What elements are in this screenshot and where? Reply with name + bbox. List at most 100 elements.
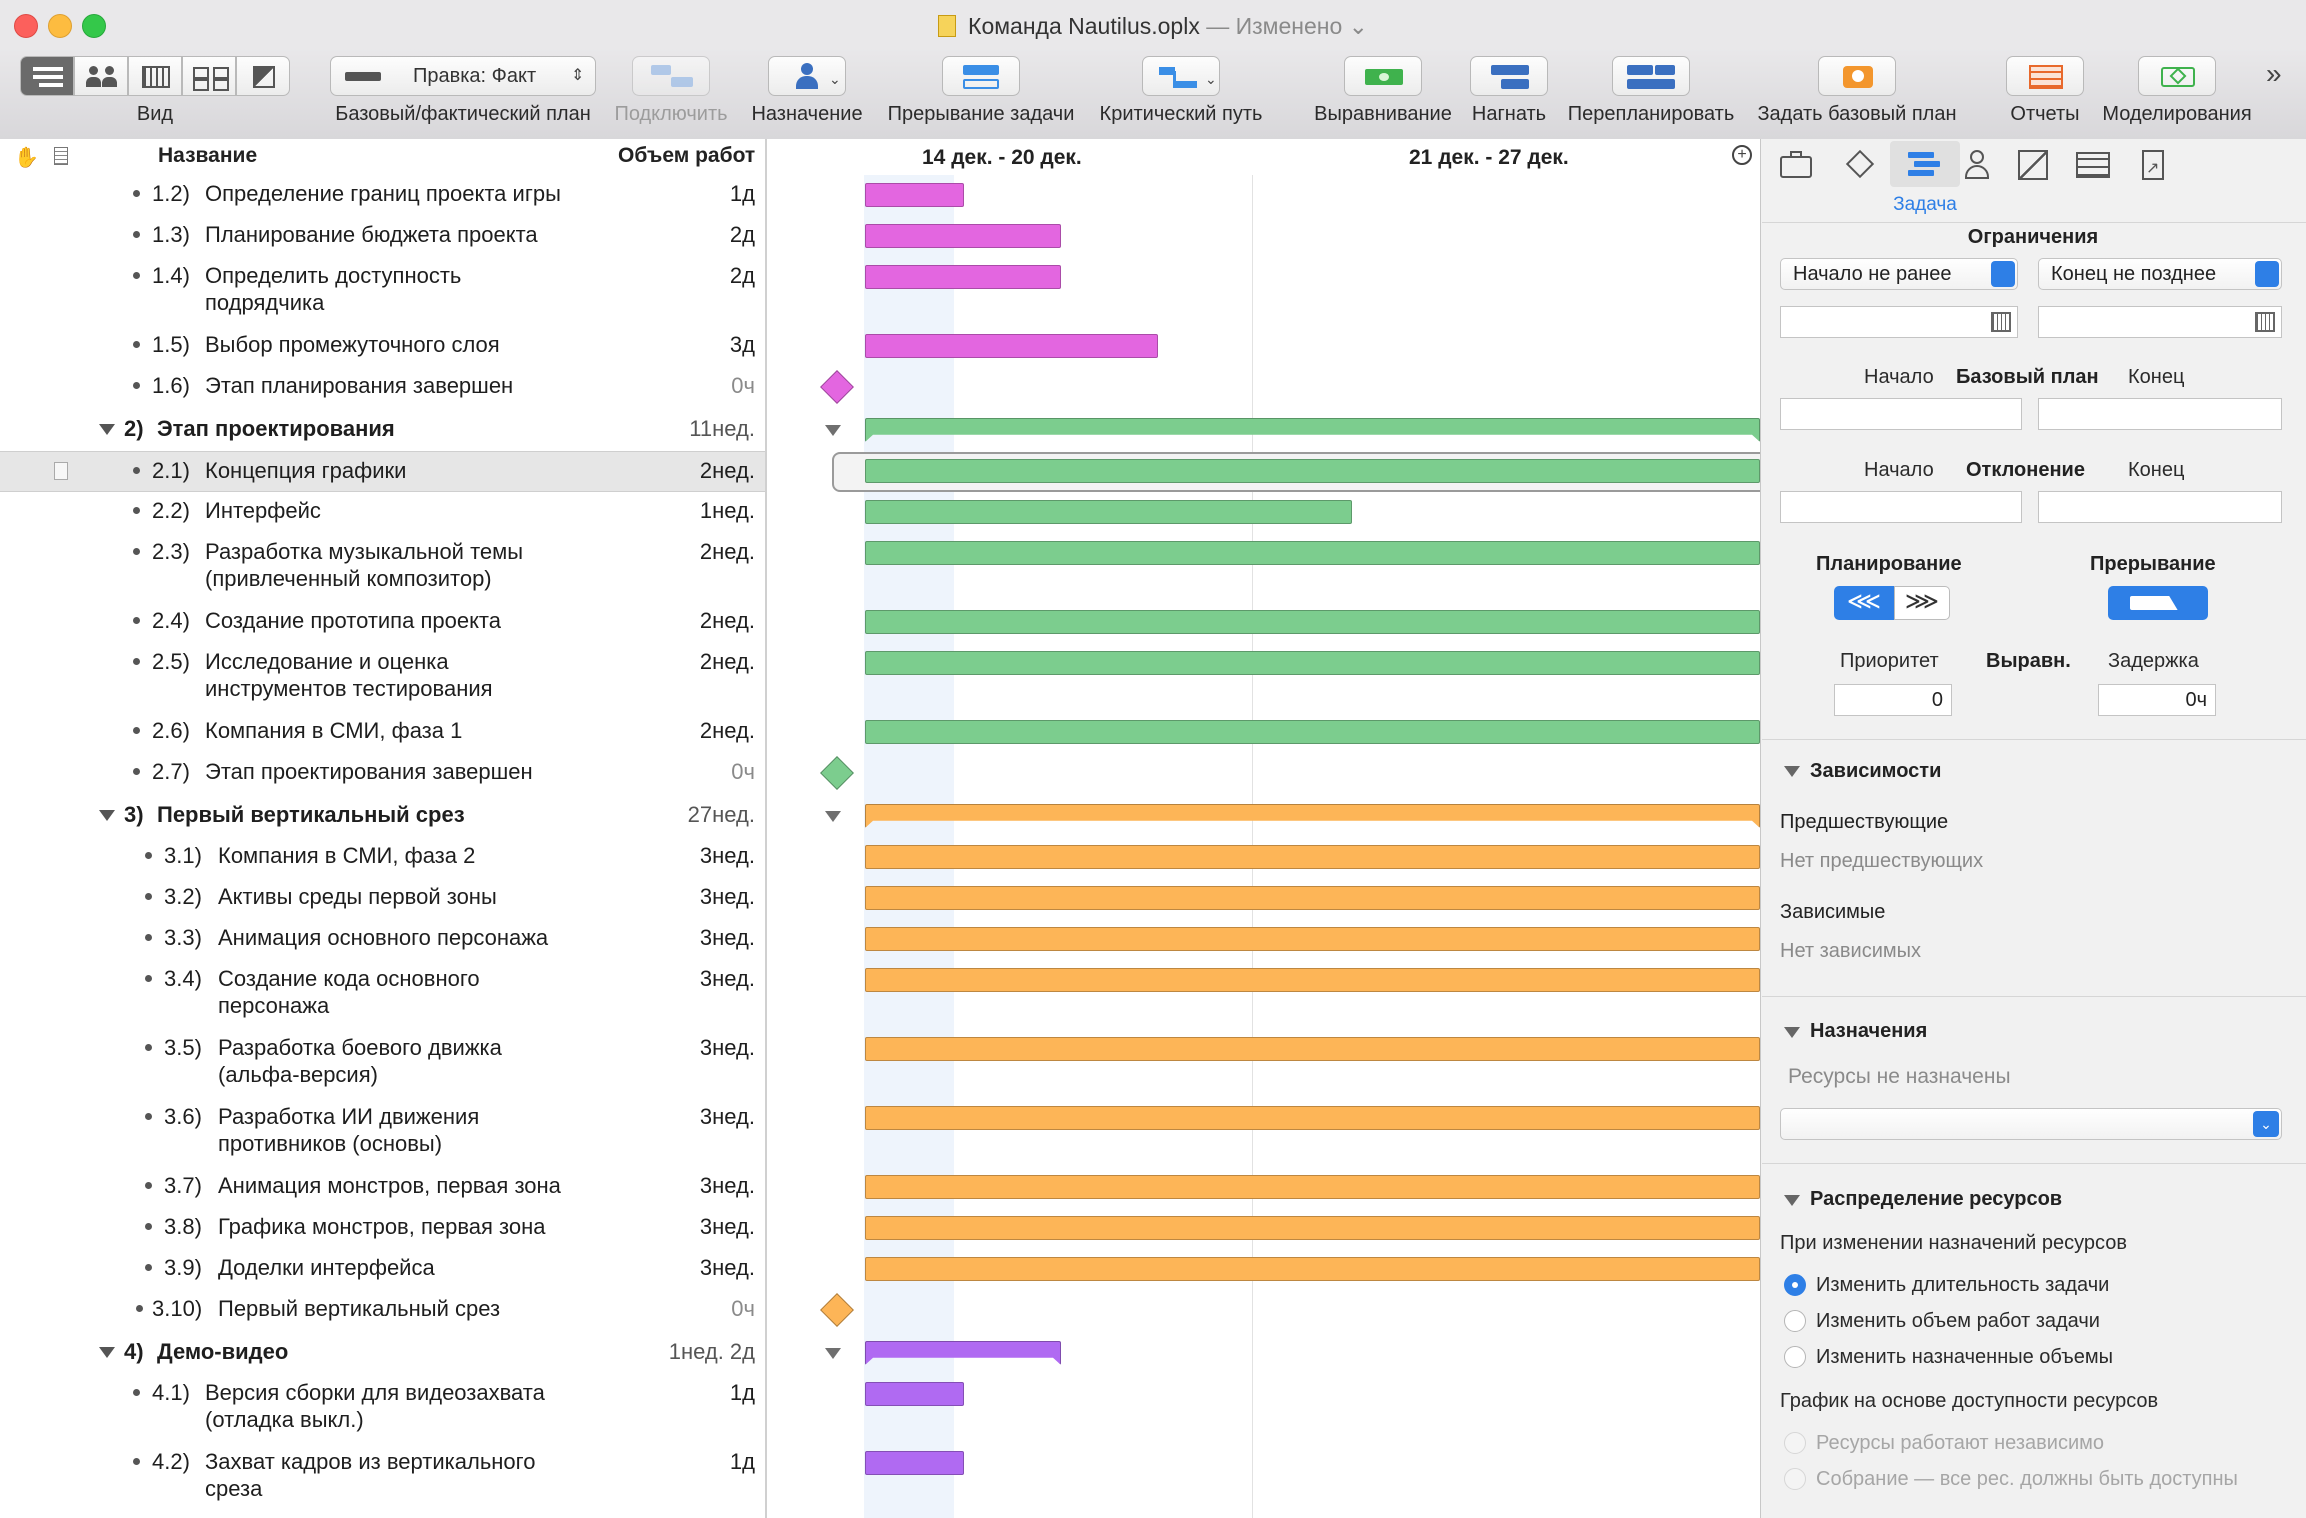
task-name[interactable]: Интерфейс [205, 498, 321, 523]
task-bar[interactable] [865, 1451, 964, 1475]
dependencies-title[interactable]: Зависимости [1810, 760, 1942, 782]
task-effort[interactable]: 1д [729, 1449, 755, 1474]
task-name[interactable]: Первый вертикальный срез [157, 802, 465, 827]
task-row[interactable]: 3.7) Анимация монстров, первая зона 3нед. [0, 1167, 765, 1208]
task-name[interactable]: Исследование и оценка [205, 649, 449, 674]
note-icon[interactable] [54, 147, 68, 165]
task-name-line2[interactable]: подрядчика [205, 290, 325, 315]
task-effort[interactable]: 2нед. [699, 539, 755, 564]
reschedule-button[interactable] [1612, 56, 1690, 96]
task-bar[interactable] [865, 845, 1760, 869]
set-baseline-button[interactable] [1818, 56, 1896, 96]
task-name[interactable]: Концепция графики [205, 458, 407, 483]
view-resources-button[interactable] [74, 56, 128, 96]
pane-divider[interactable] [765, 139, 767, 1518]
task-name[interactable]: Этап планирования завершен [205, 373, 514, 398]
change-effort-label[interactable]: Изменить объем работ задачи [1816, 1310, 2100, 1332]
end-constraint-date-field[interactable] [2038, 306, 2282, 338]
baseline-start-field[interactable] [1780, 398, 2022, 430]
task-name[interactable]: Доделки интерфейса [218, 1255, 435, 1280]
milestone-diamond[interactable] [820, 756, 854, 790]
task-row[interactable]: 3.6) Разработка ИИ движения противников (о… [0, 1098, 765, 1167]
task-row[interactable]: 4.1) Версия сборки для видеозахвата (отлад… [0, 1374, 765, 1443]
split-task-button[interactable] [942, 56, 1020, 96]
disclosure-triangle-icon[interactable] [1784, 766, 1800, 777]
priority-field[interactable]: 0 [1834, 684, 1952, 716]
simulation-button[interactable] [2138, 56, 2216, 96]
task-row[interactable]: 2.1) Концепция графики 2нед. [0, 451, 765, 492]
milestone-diamond[interactable] [820, 1293, 854, 1327]
connect-button[interactable] [632, 56, 710, 96]
column-header-effort[interactable]: Объем работ [618, 144, 756, 167]
task-bar[interactable] [865, 720, 1760, 744]
task-row[interactable]: 2.5) Исследование и оценка инструментов те… [0, 643, 765, 712]
task-effort[interactable]: 3нед. [699, 1104, 755, 1129]
task-effort[interactable]: 1д [729, 1380, 755, 1405]
task-bar[interactable] [865, 459, 1760, 483]
task-name[interactable]: Разработка музыкальной темы [205, 539, 524, 564]
task-name-line2[interactable]: противников (основы) [218, 1131, 443, 1156]
task-effort[interactable]: 3д [729, 332, 755, 357]
task-effort[interactable]: 3нед. [699, 1035, 755, 1060]
export-tab-icon[interactable]: ↗ [2136, 148, 2172, 180]
task-effort[interactable]: 3нед. [699, 1173, 755, 1198]
hand-icon[interactable]: ✋ [14, 147, 39, 169]
task-row[interactable]: 3.8) Графика монстров, первая зона 3нед. [0, 1208, 765, 1249]
task-bar[interactable] [865, 541, 1760, 565]
change-duration-radio[interactable] [1784, 1274, 1806, 1296]
view-calendar-button[interactable] [128, 56, 182, 96]
task-bar[interactable] [865, 500, 1352, 524]
task-row[interactable]: 1.3) Планирование бюджета проекта 2д [0, 216, 765, 257]
variance-start-field[interactable] [1780, 491, 2022, 523]
start-constraint-date-field[interactable] [1780, 306, 2018, 338]
disclosure-triangle-icon[interactable] [825, 425, 841, 436]
task-row[interactable]: 3.2) Активы среды первой зоны 3нед. [0, 878, 765, 919]
task-row[interactable]: 1.4) Определить доступность подрядчика 2д [0, 257, 765, 326]
task-row[interactable]: 2.2) Интерфейс 1нед. [0, 492, 765, 533]
task-name[interactable]: Версия сборки для видеозахвата [205, 1380, 545, 1405]
reports-button[interactable] [2006, 56, 2084, 96]
view-styles-button[interactable] [236, 56, 290, 96]
allocation-title[interactable]: Распределение ресурсов [1810, 1188, 2063, 1210]
task-effort[interactable]: 3нед. [699, 925, 755, 950]
task-name[interactable]: Анимация основного персонажа [218, 925, 549, 950]
summary-bar[interactable] [865, 804, 1760, 828]
meeting-radio[interactable] [1784, 1468, 1806, 1490]
resource-tab-icon[interactable] [1960, 148, 1996, 180]
task-row[interactable]: 3.4) Создание кода основного персонажа 3нед… [0, 960, 765, 1029]
table-tab-icon[interactable] [2074, 148, 2110, 180]
disclosure-triangle-icon[interactable] [1784, 1195, 1800, 1206]
task-effort[interactable]: 2нед. [699, 608, 755, 633]
task-row[interactable]: 1.6) Этап планирования завершен 0ч [0, 367, 765, 410]
zoom-window-button[interactable] [82, 14, 106, 38]
task-tab-icon[interactable] [1906, 148, 1942, 180]
delay-field[interactable]: 0ч [2098, 684, 2216, 716]
task-bar[interactable] [865, 224, 1061, 248]
task-name[interactable]: Выбор промежуточного слоя [205, 332, 500, 357]
disclosure-triangle-icon[interactable] [825, 1348, 841, 1359]
end-constraint-popup[interactable]: Конец не позднее [2038, 258, 2282, 290]
task-bar[interactable] [865, 1175, 1760, 1199]
task-effort[interactable]: 2нед. [699, 458, 755, 483]
disclosure-triangle-icon[interactable] [99, 424, 115, 435]
start-constraint-popup[interactable]: Начало не ранее [1780, 258, 2018, 290]
assign-button[interactable]: ⌄ [768, 56, 846, 96]
schedule-backward-button[interactable]: ⋘ [1834, 586, 1894, 620]
task-effort[interactable]: 3нед. [699, 966, 755, 991]
task-name[interactable]: Анимация монстров, первая зона [218, 1173, 561, 1198]
independent-radio[interactable] [1784, 1432, 1806, 1454]
group-row[interactable]: 4) Демо-видео 1нед. 2д [0, 1333, 765, 1374]
task-bar[interactable] [865, 265, 1061, 289]
task-bar[interactable] [865, 886, 1760, 910]
task-name[interactable]: Планирование бюджета проекта [205, 222, 538, 247]
task-effort[interactable]: 3нед. [699, 884, 755, 909]
variance-end-field[interactable] [2038, 491, 2282, 523]
task-row[interactable]: 2.6) Компания в СМИ, фаза 1 2нед. [0, 712, 765, 753]
zoom-in-icon[interactable]: + [1732, 145, 1752, 165]
task-bar[interactable] [865, 927, 1760, 951]
task-name-line2[interactable]: персонажа [218, 993, 330, 1018]
task-bar[interactable] [865, 1216, 1760, 1240]
task-effort[interactable]: 3нед. [699, 1255, 755, 1280]
task-row[interactable]: 4.2) Захват кадров из вертикального среза 1… [0, 1443, 765, 1512]
task-row[interactable]: 2.3) Разработка музыкальной темы (привлече… [0, 533, 765, 602]
